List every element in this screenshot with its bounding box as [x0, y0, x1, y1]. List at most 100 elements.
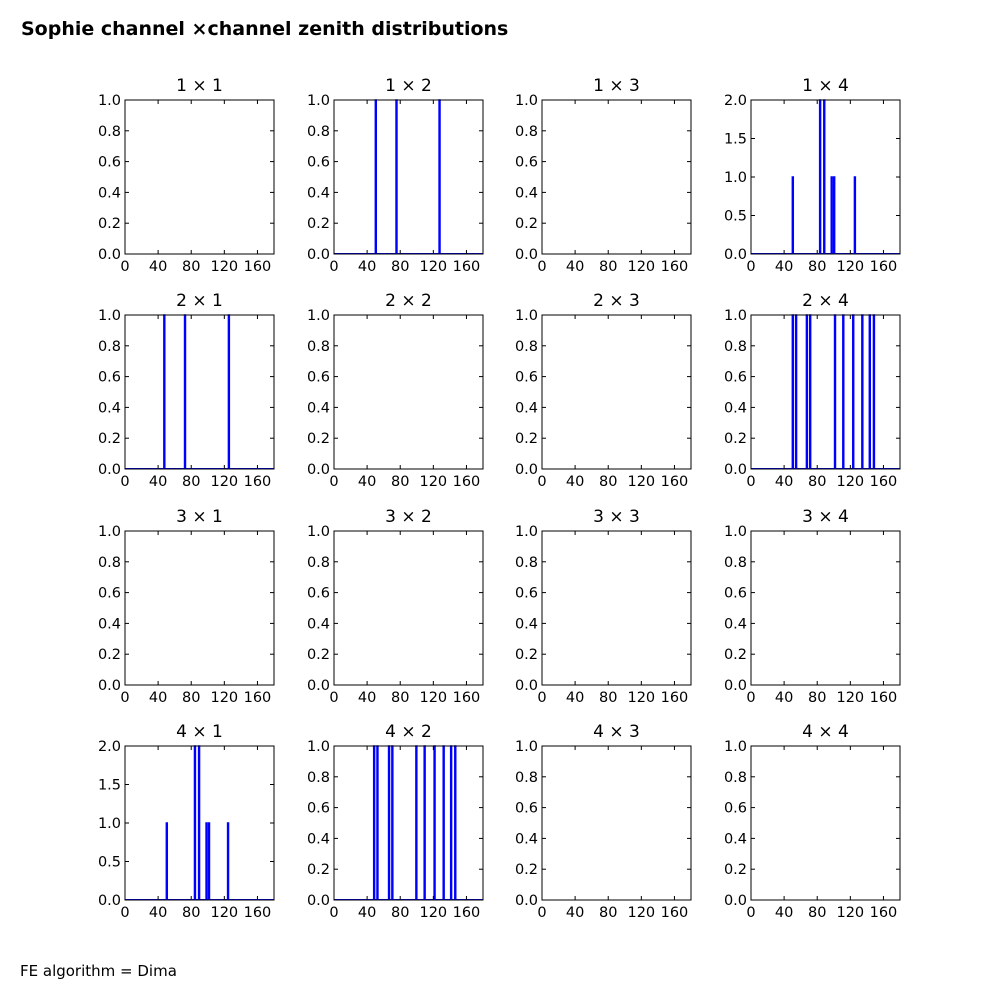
y-tick-label: 0.8 [307, 339, 330, 355]
histogram-bar [395, 99, 398, 254]
x-tick-label: 80 [182, 474, 200, 490]
x-tick-label: 120 [210, 905, 238, 921]
histogram-bar [868, 314, 871, 469]
y-tick-label: 0.6 [724, 370, 747, 386]
subplot-1-1: 1 × 1 0 40 80 120 160 0.0 0.2 0.4 0.6 0.8 1.0 [98, 76, 275, 275]
y-tick-label: 0.0 [515, 678, 538, 694]
x-tick-label: 120 [627, 690, 655, 706]
y-tick-label: 1.0 [724, 739, 747, 755]
y-tick-label: 0.0 [307, 893, 330, 909]
subplot-3-2: 3 × 2 0 40 80 120 160 0.0 0.2 0.4 0.6 0.8 1.0 [307, 507, 484, 706]
x-tick-label: 0 [537, 690, 546, 706]
y-tick-label: 0.2 [515, 431, 538, 447]
subplot-3-4: 3 × 4 0 40 80 120 160 0.0 0.2 0.4 0.6 0.8 1.0 [724, 507, 901, 706]
x-tick-label: 160 [870, 905, 898, 921]
histogram-bar [830, 176, 833, 254]
x-tick-label: 160 [661, 690, 689, 706]
histogram-bar [387, 745, 391, 900]
x-tick-label: 40 [566, 259, 584, 275]
axes-frame [333, 745, 484, 901]
histogram-bar [449, 745, 453, 900]
x-tick-label: 0 [746, 690, 755, 706]
x-tick-label: 160 [453, 259, 481, 275]
x-tick-label: 120 [210, 690, 238, 706]
subplot-title: 1 × 2 [385, 76, 432, 96]
y-tick-label: 0.8 [724, 555, 747, 571]
histogram-bar [374, 99, 378, 254]
histogram-bar [861, 314, 864, 469]
y-tick-label: 0.4 [307, 831, 330, 847]
axes-frame [541, 314, 692, 470]
histogram-bar [197, 745, 201, 900]
y-tick-label: 1.0 [515, 308, 538, 324]
y-tick-label: 0.8 [515, 770, 538, 786]
x-tick-label: 120 [836, 905, 864, 921]
x-tick-label: 80 [599, 474, 617, 490]
x-tick-label: 160 [453, 690, 481, 706]
y-tick-label: 0.8 [307, 124, 330, 140]
x-tick-label: 40 [358, 259, 376, 275]
subplot-title: 2 × 4 [802, 291, 849, 311]
y-tick-label: 1.0 [724, 308, 747, 324]
x-tick-label: 120 [627, 905, 655, 921]
axes-frame [750, 745, 901, 901]
histogram-bar [433, 745, 436, 900]
x-tick-label: 80 [808, 474, 826, 490]
y-tick-label: 0.2 [98, 216, 121, 232]
y-tick-label: 0.6 [515, 155, 538, 171]
y-tick-label: 0.4 [98, 400, 121, 416]
y-tick-label: 0.2 [724, 431, 747, 447]
histogram-bar [193, 745, 197, 900]
y-tick-label: 0.8 [98, 124, 121, 140]
x-tick-label: 120 [210, 259, 238, 275]
y-tick-label: 0.0 [724, 893, 747, 909]
x-tick-label: 40 [149, 259, 167, 275]
y-tick-label: 0.4 [515, 400, 538, 416]
y-tick-label: 0.6 [307, 155, 330, 171]
y-tick-label: 0.2 [515, 862, 538, 878]
y-tick-label: 0.2 [515, 216, 538, 232]
x-tick-label: 40 [775, 690, 793, 706]
y-tick-label: 0.0 [724, 678, 747, 694]
x-tick-label: 0 [537, 474, 546, 490]
fe-algorithm-note: FE algorithm = Dima [20, 962, 177, 980]
x-tick-label: 80 [182, 690, 200, 706]
x-tick-label: 120 [419, 690, 447, 706]
y-tick-label: 0.6 [98, 586, 121, 602]
y-tick-label: 0.6 [98, 370, 121, 386]
y-tick-label: 0.6 [515, 370, 538, 386]
y-tick-label: 0.6 [307, 586, 330, 602]
x-tick-label: 40 [149, 905, 167, 921]
y-tick-label: 0.5 [98, 855, 121, 871]
subplot-2-2: 2 × 2 0 40 80 120 160 0.0 0.2 0.4 0.6 0.8 1.0 [307, 291, 484, 490]
x-tick-label: 80 [599, 259, 617, 275]
x-tick-label: 80 [391, 690, 409, 706]
subplot-1-4: 1 × 4 0 40 80 120 160 0.0 0.5 1.0 1.5 2.0 [724, 76, 901, 275]
histogram-bar [438, 99, 441, 254]
x-tick-label: 80 [808, 259, 826, 275]
histogram-bar [853, 176, 857, 254]
y-tick-label: 1.0 [307, 93, 330, 109]
y-tick-label: 0.8 [724, 339, 747, 355]
x-tick-label: 80 [808, 690, 826, 706]
subplot-title: 3 × 3 [593, 507, 640, 527]
subplot-4-1: 4 × 1 0 40 80 120 160 0.0 0.5 1.0 1.5 2.0 [98, 722, 275, 921]
y-tick-label: 0.2 [307, 216, 330, 232]
y-tick-label: 0.8 [724, 770, 747, 786]
histogram-bar [872, 314, 876, 469]
x-tick-label: 160 [661, 259, 689, 275]
y-tick-label: 0.4 [515, 185, 538, 201]
x-tick-label: 80 [808, 905, 826, 921]
x-tick-label: 0 [746, 474, 755, 490]
histogram-bar [376, 745, 379, 900]
subplot-title: 1 × 3 [593, 76, 640, 96]
y-tick-label: 0.4 [307, 400, 330, 416]
axes-frame [750, 530, 901, 686]
histogram-bar [391, 745, 394, 900]
histogram-bar [791, 176, 795, 254]
x-tick-label: 0 [329, 905, 338, 921]
y-tick-label: 0.2 [307, 431, 330, 447]
histogram-bar [852, 314, 855, 469]
y-tick-label: 1.5 [98, 778, 121, 794]
x-tick-label: 0 [746, 905, 755, 921]
